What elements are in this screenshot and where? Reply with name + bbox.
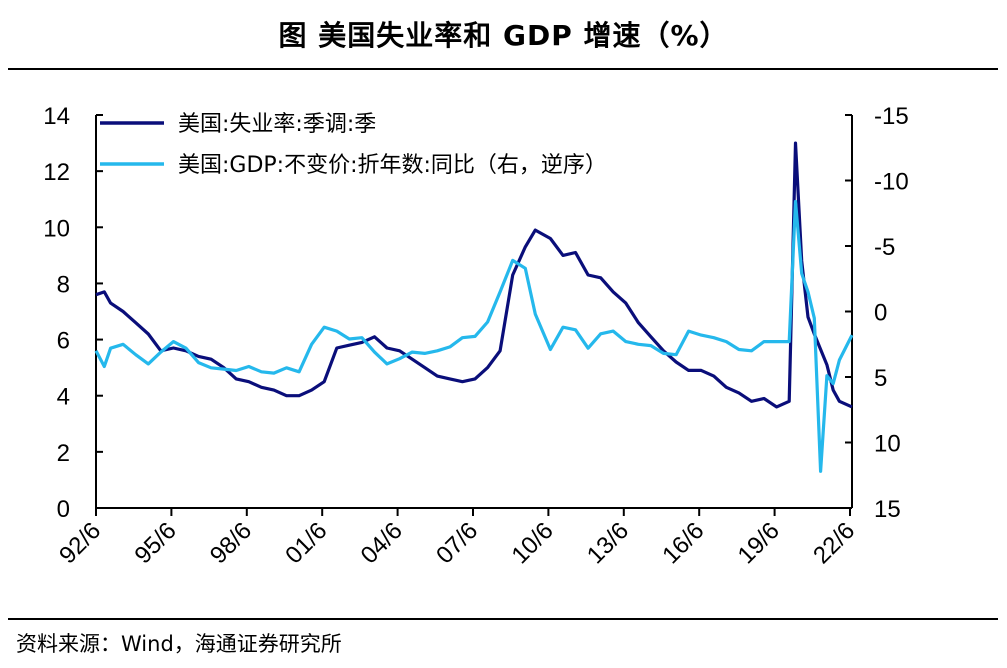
left-tick-label: 6	[57, 328, 70, 355]
left-tick-label: 2	[57, 440, 70, 467]
right-tick-label: 0	[874, 300, 887, 327]
plot-lines	[94, 141, 854, 473]
x-tick-label: 13/6	[582, 517, 634, 569]
legend-label-unemployment: 美国:失业率:季调:季	[178, 112, 376, 137]
chart-title: 图 美国失业率和 GDP 增速（%）	[278, 19, 729, 52]
right-tick-label: 5	[874, 365, 887, 392]
right-tick-label: 15	[874, 496, 901, 523]
left-tick-label: 4	[57, 384, 70, 411]
x-tick-label: 16/6	[657, 517, 709, 569]
x-tick-label: 04/6	[356, 517, 408, 569]
left-tick-label: 12	[43, 159, 70, 186]
x-tick-label: 19/6	[733, 517, 785, 569]
right-tick-label: -15	[874, 103, 909, 130]
x-tick-label: 98/6	[205, 517, 257, 569]
gdp-growth-line	[94, 199, 854, 473]
x-tick-label: 01/6	[280, 517, 332, 569]
legend: 美国:失业率:季调:季美国:GDP:不变价:折年数:同比（右，逆序）	[100, 112, 607, 178]
x-tick-label: 07/6	[431, 517, 483, 569]
x-tick-label: 22/6	[808, 517, 860, 569]
legend-label-gdp: 美国:GDP:不变价:折年数:同比（右，逆序）	[178, 153, 607, 178]
left-tick-label: 14	[43, 103, 70, 130]
left-tick-label: 0	[57, 496, 70, 523]
top-divider	[8, 68, 998, 70]
x-tick-label: 95/6	[130, 517, 182, 569]
right-tick-label: -5	[874, 234, 895, 261]
x-tick-label: 10/6	[507, 517, 559, 569]
left-tick-label: 8	[57, 271, 70, 298]
unemployment-line	[95, 141, 853, 409]
right-tick-label: 10	[874, 431, 901, 458]
right-tick-label: -10	[874, 169, 909, 196]
x-tick-label: 92/6	[54, 517, 106, 569]
source-note: 资料来源：Wind，海通证券研究所	[16, 632, 342, 656]
bottom-divider	[8, 618, 998, 620]
left-tick-label: 10	[43, 215, 70, 242]
